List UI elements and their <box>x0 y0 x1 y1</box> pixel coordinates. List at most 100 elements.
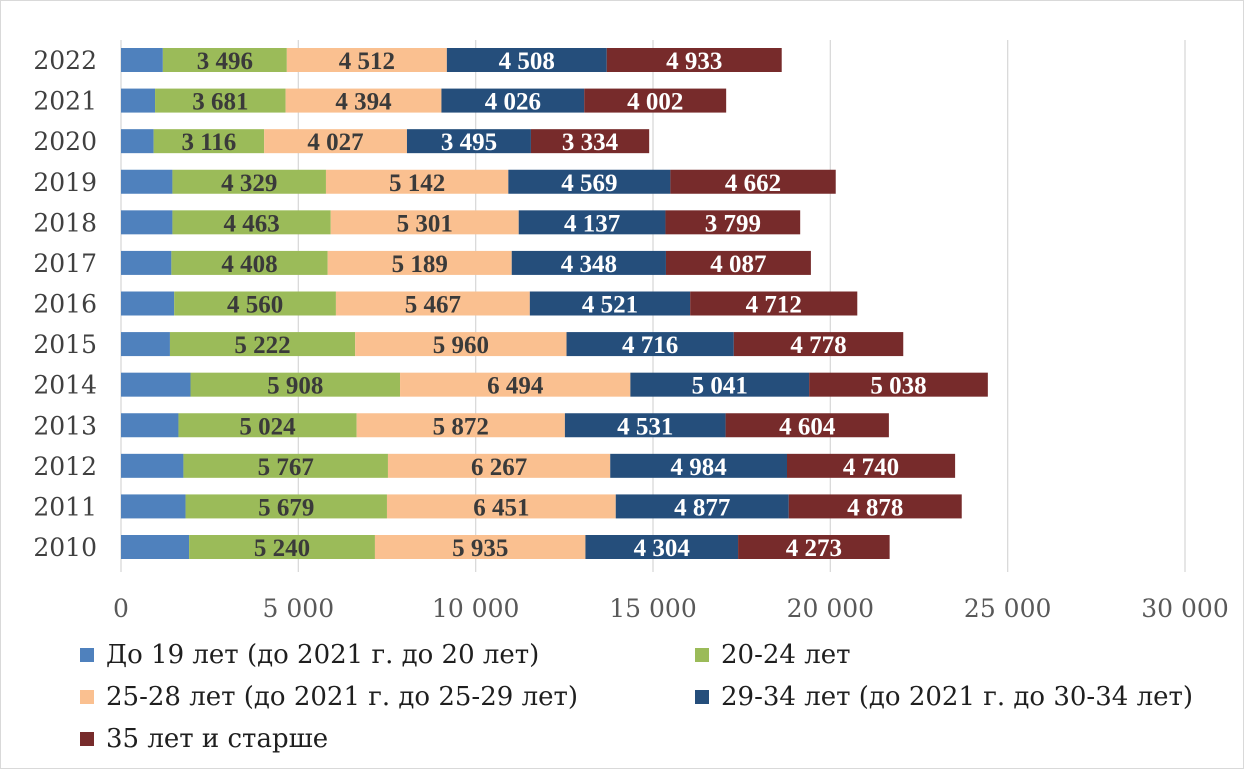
data-label: 4 878 <box>847 494 903 521</box>
legend-item-29-34: 29-34 лет (до 2021 г. до 30-34 лет) <box>695 682 1193 712</box>
bar-segment <box>406 129 531 154</box>
data-label: 4 531 <box>617 413 673 440</box>
data-label: 5 189 <box>392 251 448 278</box>
data-label: 4 026 <box>485 89 541 116</box>
bar-segment <box>172 210 331 235</box>
y-tick-label: 2021 <box>33 87 97 116</box>
bar-segment <box>809 372 988 397</box>
bar-segment <box>733 332 904 357</box>
legend-item-25-28: 25-28 лет (до 2021 г. до 25-29 лет) <box>80 682 578 712</box>
bar-segment <box>615 494 789 519</box>
data-label: 3 334 <box>562 129 619 156</box>
data-label: 5 024 <box>239 413 296 440</box>
data-label: 4 712 <box>746 292 802 319</box>
bar-segment <box>121 210 173 235</box>
bar-segment <box>172 169 326 194</box>
data-label: 6 267 <box>471 454 527 481</box>
data-label: 6 494 <box>487 373 544 400</box>
bar-segment <box>356 413 565 438</box>
bar-segment <box>584 88 727 113</box>
data-label: 4 304 <box>634 535 691 562</box>
data-label: 4 778 <box>790 332 846 359</box>
bar-segment <box>327 250 512 275</box>
legend-label-35-plus: 35 лет и старше <box>106 724 329 754</box>
bar-segment <box>585 535 739 559</box>
data-label: 5 767 <box>258 454 314 481</box>
bar-segment <box>286 48 447 72</box>
data-label: 5 142 <box>389 170 445 197</box>
legend-item-35-plus: 35 лет и старше <box>80 724 328 754</box>
bar-segment <box>264 129 407 154</box>
bar-segment <box>386 494 616 519</box>
legend-label-25-28: 25-28 лет (до 2021 г. до 25-29 лет) <box>106 682 578 712</box>
legend-swatch-under-19 <box>80 648 94 662</box>
data-label: 3 799 <box>705 210 761 237</box>
data-label: 4 984 <box>670 454 727 481</box>
legend-label-29-34: 29-34 лет (до 2021 г. до 30-34 лет) <box>721 682 1193 712</box>
data-label: 4 273 <box>786 535 842 562</box>
data-label: 4 348 <box>561 251 617 278</box>
bar-segment <box>121 169 173 194</box>
legend-swatch-35-plus <box>80 732 94 746</box>
data-label: 5 041 <box>692 373 748 400</box>
x-tick-label: 0 <box>113 594 129 623</box>
x-tick-label: 10 000 <box>432 594 519 623</box>
bar-segment <box>441 88 585 113</box>
data-label: 3 495 <box>441 129 497 156</box>
bar-segment <box>508 169 671 194</box>
data-label: 4 877 <box>674 494 730 521</box>
bar-segment <box>400 372 631 397</box>
data-label: 3 116 <box>181 129 236 156</box>
bar-segment <box>153 129 265 154</box>
data-label: 4 740 <box>843 454 899 481</box>
bar-segment <box>178 413 357 438</box>
data-label: 5 960 <box>433 332 489 359</box>
data-label: 3 496 <box>197 48 253 75</box>
data-label: 4 512 <box>339 48 395 75</box>
data-label: 5 301 <box>397 210 453 237</box>
data-label: 4 329 <box>221 170 277 197</box>
x-tick-label: 25 000 <box>964 594 1051 623</box>
bar-segment <box>121 535 190 559</box>
bar-segment <box>518 210 666 235</box>
bar-segment <box>325 169 509 194</box>
bar-segment <box>387 453 611 478</box>
data-label: 4 027 <box>307 129 363 156</box>
data-label: 4 604 <box>779 413 836 440</box>
bar-segment <box>121 250 172 275</box>
data-label: 4 137 <box>564 210 620 237</box>
bar-segment <box>162 48 287 72</box>
bar-segment <box>511 250 666 275</box>
bar-segment <box>665 210 801 235</box>
bar-segment <box>725 413 889 438</box>
y-tick-label: 2015 <box>33 330 97 359</box>
data-label: 5 872 <box>433 413 489 440</box>
data-label: 5 908 <box>267 373 323 400</box>
bar-segment <box>566 332 734 357</box>
bar-segment <box>788 494 962 519</box>
bar-segment <box>374 535 586 559</box>
y-tick-label: 2013 <box>33 411 97 440</box>
data-label: 5 935 <box>452 535 508 562</box>
bar-segment <box>530 129 650 154</box>
data-label: 4 002 <box>627 89 683 116</box>
data-label: 4 662 <box>725 170 781 197</box>
x-tick-label: 20 000 <box>787 594 874 623</box>
legend-label-20-24: 20-24 лет <box>721 640 851 670</box>
data-label: 4 933 <box>666 48 722 75</box>
bar-segment <box>630 372 810 397</box>
data-label: 4 521 <box>582 292 638 319</box>
legend-swatch-29-34 <box>695 690 709 704</box>
bar-segment <box>355 332 567 357</box>
legend-item-under-19: До 19 лет (до 2021 г. до 20 лет) <box>80 640 539 670</box>
legend-label-under-19: До 19 лет (до 2021 г. до 20 лет) <box>106 640 540 670</box>
bar-segment <box>121 88 156 113</box>
y-tick-label: 2020 <box>33 127 97 156</box>
bar-segment <box>121 332 170 357</box>
legend-item-20-24: 20-24 лет <box>695 640 851 670</box>
bar-segment <box>121 494 186 519</box>
data-label: 4 508 <box>499 48 555 75</box>
data-label: 4 394 <box>335 89 392 116</box>
y-tick-label: 2011 <box>33 492 97 521</box>
bar-segment <box>529 291 691 316</box>
